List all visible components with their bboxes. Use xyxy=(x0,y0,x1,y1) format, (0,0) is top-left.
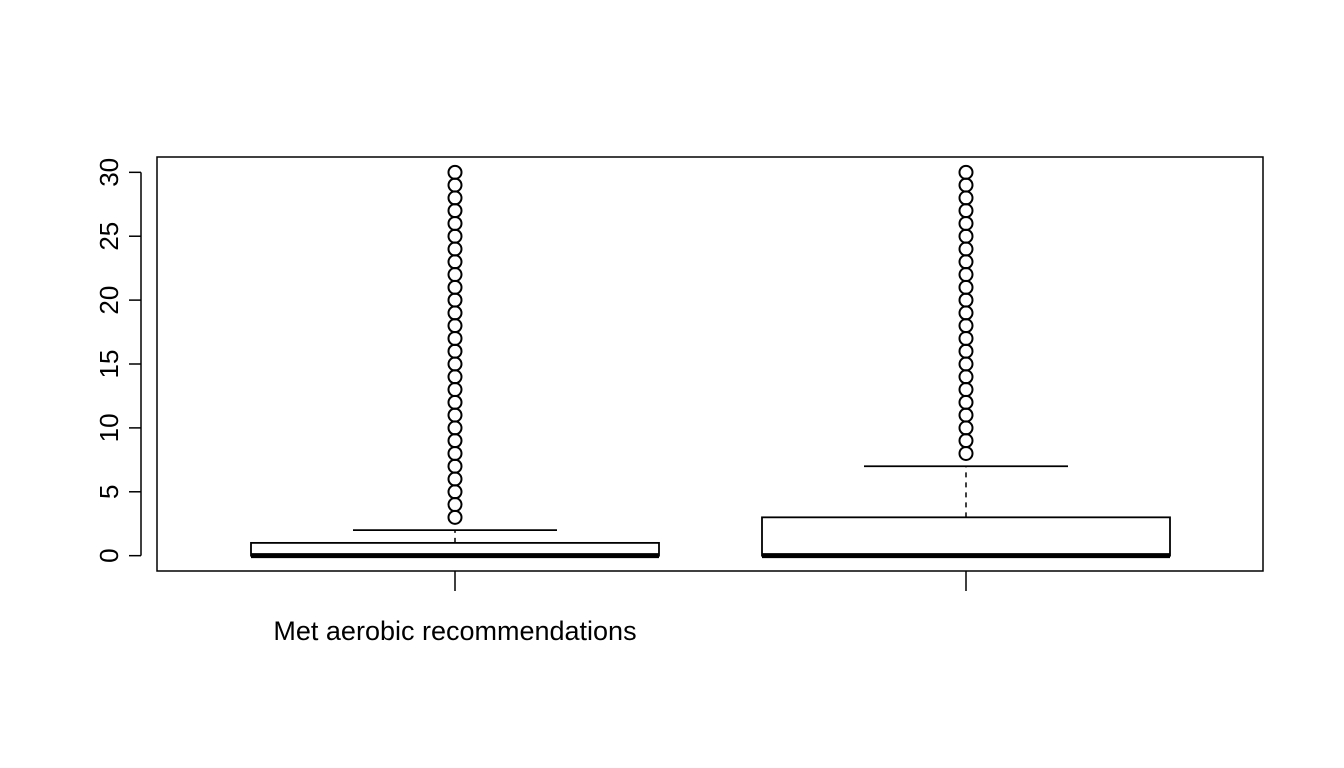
outlier-point xyxy=(447,292,463,308)
outlier-point xyxy=(447,471,463,487)
box-group xyxy=(761,164,1171,559)
outlier-point xyxy=(447,356,463,372)
outlier-point xyxy=(958,369,974,385)
y-tick-label: 20 xyxy=(94,286,124,315)
outlier-point xyxy=(447,164,463,180)
iqr-box xyxy=(761,516,1171,557)
outlier-point xyxy=(958,382,974,398)
outlier-point xyxy=(447,267,463,283)
outlier-point xyxy=(447,497,463,513)
outlier-point xyxy=(958,407,974,423)
outlier-point xyxy=(447,330,463,346)
outlier-point xyxy=(958,177,974,193)
outlier-point xyxy=(447,279,463,295)
boxes xyxy=(250,164,1171,559)
y-axis: 0 5 10 15 20 25 30 xyxy=(94,158,142,563)
outlier-point xyxy=(447,407,463,423)
outlier-point xyxy=(958,433,974,449)
outlier-point xyxy=(958,215,974,231)
outlier-point xyxy=(447,215,463,231)
outlier-point xyxy=(958,292,974,308)
outlier-point xyxy=(958,445,974,461)
outlier-point xyxy=(958,241,974,257)
y-tick-label: 5 xyxy=(94,485,124,499)
outlier-point xyxy=(447,369,463,385)
outlier-point xyxy=(958,318,974,334)
outlier-point xyxy=(958,343,974,359)
outlier-point xyxy=(958,330,974,346)
outlier-point xyxy=(447,241,463,257)
outlier-point xyxy=(447,343,463,359)
outlier-point xyxy=(447,509,463,525)
outlier-point xyxy=(958,190,974,206)
outlier-point xyxy=(447,382,463,398)
outlier-point xyxy=(447,203,463,219)
outlier-point xyxy=(958,228,974,244)
y-tick-label: 0 xyxy=(94,548,124,562)
outlier-point xyxy=(958,420,974,436)
outlier-point xyxy=(447,420,463,436)
outlier-point xyxy=(958,356,974,372)
y-tick-label: 30 xyxy=(94,158,124,187)
plot-frame xyxy=(156,156,1264,572)
outlier-point xyxy=(958,279,974,295)
outlier-point xyxy=(447,254,463,270)
y-tick-label: 10 xyxy=(94,413,124,442)
outlier-point xyxy=(447,318,463,334)
outlier-point xyxy=(447,394,463,410)
y-tick-label: 15 xyxy=(94,350,124,379)
box-group xyxy=(250,164,660,559)
outlier-point xyxy=(958,254,974,270)
outlier-point xyxy=(447,458,463,474)
outlier-point xyxy=(958,164,974,180)
outlier-point xyxy=(958,203,974,219)
outlier-point xyxy=(447,433,463,449)
outlier-point xyxy=(958,305,974,321)
y-tick-label: 25 xyxy=(94,222,124,251)
outlier-point xyxy=(447,228,463,244)
x-tick-label: Met aerobic recommendations xyxy=(273,616,636,646)
outlier-point xyxy=(447,177,463,193)
outlier-point xyxy=(447,484,463,500)
outlier-point xyxy=(958,394,974,410)
outlier-point xyxy=(447,445,463,461)
outlier-point xyxy=(447,190,463,206)
x-axis: Met aerobic recommendations xyxy=(273,571,967,646)
outlier-point xyxy=(958,267,974,283)
outlier-point xyxy=(447,305,463,321)
